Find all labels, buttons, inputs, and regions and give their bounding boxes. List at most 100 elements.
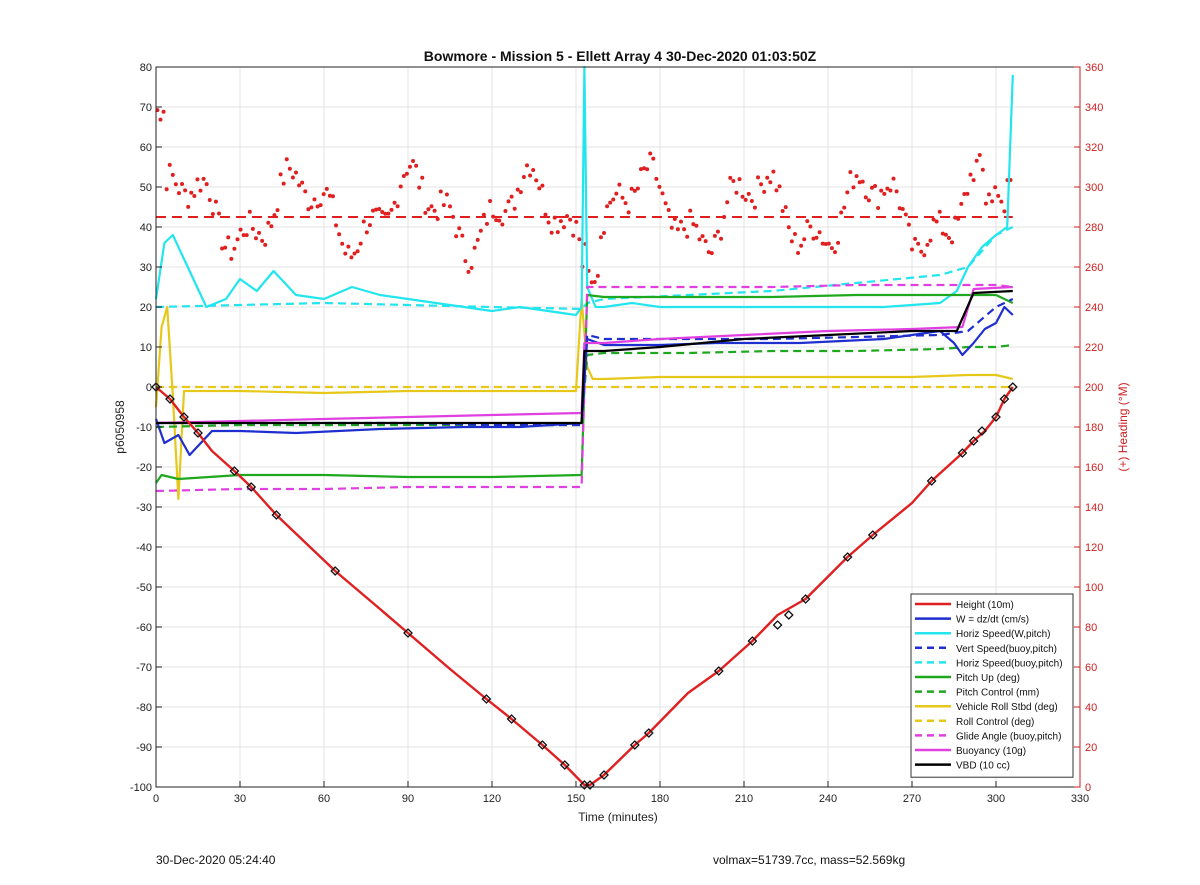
heading-point bbox=[919, 249, 924, 254]
y-right-tick-label: 120 bbox=[1085, 542, 1103, 554]
heading-point bbox=[691, 222, 696, 227]
heading-point bbox=[167, 162, 172, 167]
heading-point bbox=[968, 172, 973, 177]
heading-point bbox=[669, 225, 674, 230]
heading-point bbox=[626, 210, 631, 215]
heading-point bbox=[367, 223, 372, 228]
heading-point bbox=[226, 235, 231, 240]
x-tick-label: 150 bbox=[567, 793, 585, 805]
height-marker bbox=[783, 610, 794, 620]
heading-point bbox=[466, 269, 471, 274]
heading-point bbox=[577, 237, 582, 242]
heading-point bbox=[506, 199, 511, 204]
height-marker bbox=[193, 428, 203, 438]
heading-point bbox=[186, 204, 191, 209]
heading-point bbox=[340, 241, 345, 246]
heading-point bbox=[349, 255, 354, 260]
heading-point bbox=[238, 227, 243, 232]
heading-point bbox=[272, 213, 277, 218]
heading-point bbox=[457, 226, 462, 231]
x-tick-label: 120 bbox=[483, 793, 501, 805]
heading-point bbox=[346, 244, 351, 249]
heading-point bbox=[555, 230, 560, 235]
heading-point bbox=[315, 204, 320, 209]
x-tick-label: 240 bbox=[819, 793, 837, 805]
height-marker bbox=[1007, 382, 1018, 392]
y-right-tick-label: 180 bbox=[1085, 422, 1103, 434]
height-marker bbox=[579, 780, 590, 790]
y-right-tick-label: 220 bbox=[1085, 342, 1103, 354]
legend-label: Vehicle Roll Stbd (deg) bbox=[956, 702, 1058, 713]
heading-point bbox=[210, 211, 215, 216]
legend-label: Vert Speed(buoy,pitch) bbox=[956, 644, 1057, 655]
heading-point bbox=[568, 217, 573, 222]
heading-point bbox=[605, 204, 610, 209]
heading-point bbox=[389, 207, 394, 212]
heading-point bbox=[435, 217, 440, 222]
y-right-tick-label: 100 bbox=[1085, 582, 1103, 594]
heading-point bbox=[509, 194, 514, 199]
heading-point bbox=[497, 218, 502, 223]
series-line-9 bbox=[155, 283, 1013, 493]
heading-point bbox=[312, 197, 317, 202]
heading-point bbox=[783, 205, 788, 210]
legend-label: Buoyancy (10g) bbox=[956, 746, 1026, 757]
heading-point bbox=[663, 201, 668, 206]
y-right-tick-label: 360 bbox=[1085, 62, 1103, 74]
series-line-10 bbox=[155, 285, 1013, 425]
heading-point bbox=[623, 201, 628, 206]
heading-point bbox=[953, 215, 958, 220]
heading-point bbox=[688, 208, 693, 213]
heading-point bbox=[217, 211, 221, 216]
heading-point bbox=[666, 208, 671, 213]
heading-point bbox=[762, 189, 767, 194]
heading-point bbox=[475, 237, 480, 242]
series-line-11 bbox=[156, 289, 1013, 425]
heading-point bbox=[220, 246, 225, 251]
y-tick-label: -70 bbox=[136, 662, 152, 674]
height-marker bbox=[165, 394, 175, 404]
heading-point bbox=[651, 156, 656, 161]
heading-point bbox=[358, 241, 363, 246]
heading-point bbox=[974, 158, 979, 163]
heading-point bbox=[334, 223, 339, 228]
heading-point bbox=[814, 235, 819, 240]
heading-point bbox=[253, 236, 258, 241]
heading-point bbox=[269, 224, 274, 229]
heading-point bbox=[897, 206, 902, 211]
heading-point bbox=[303, 189, 308, 194]
heading-point bbox=[411, 158, 416, 163]
heading-point bbox=[999, 199, 1004, 204]
heading-point bbox=[383, 211, 388, 216]
y-tick-label: 30 bbox=[140, 262, 152, 274]
chart-title: Bowmore - Mission 5 - Ellett Array 4 30-… bbox=[424, 48, 817, 64]
legend-label: Pitch Up (deg) bbox=[956, 673, 1020, 684]
height-marker bbox=[747, 636, 758, 646]
heading-point bbox=[247, 209, 252, 214]
heading-point bbox=[946, 236, 951, 241]
heading-point bbox=[180, 181, 185, 186]
heading-point bbox=[201, 176, 206, 181]
y-tick-label: 40 bbox=[140, 222, 152, 234]
heading-point bbox=[552, 215, 557, 220]
heading-point bbox=[719, 236, 724, 241]
heading-point bbox=[845, 190, 850, 195]
heading-point bbox=[481, 212, 486, 217]
heading-point bbox=[959, 201, 964, 206]
heading-point bbox=[879, 188, 884, 193]
heading-point bbox=[848, 170, 853, 175]
heading-point bbox=[176, 191, 181, 196]
heading-point bbox=[531, 168, 536, 173]
heading-point bbox=[863, 195, 868, 200]
heading-point bbox=[833, 250, 837, 255]
heading-point bbox=[512, 206, 517, 211]
heading-point bbox=[278, 172, 283, 177]
heading-point bbox=[771, 169, 776, 174]
heading-point bbox=[417, 185, 422, 190]
y-right-tick-label: 320 bbox=[1085, 142, 1103, 154]
legend: Height (10m) W = dz/dt (cm/s) Horiz Speed(… bbox=[910, 593, 1074, 778]
heading-point bbox=[811, 236, 816, 241]
heading-point bbox=[398, 184, 403, 189]
height-marker bbox=[481, 694, 492, 704]
y-right-tick-label: 280 bbox=[1085, 222, 1103, 234]
